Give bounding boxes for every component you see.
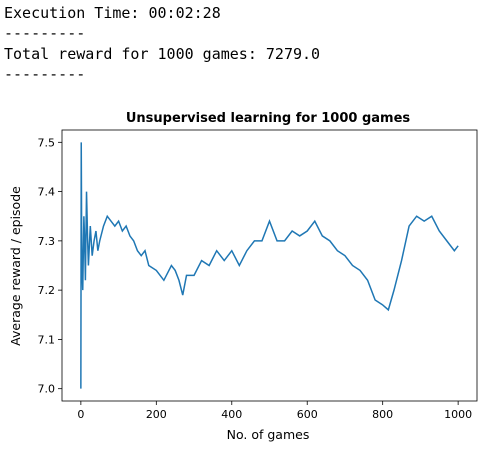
x-tick-label: 200 bbox=[146, 408, 167, 421]
output-line: --------- bbox=[4, 24, 85, 42]
x-tick-label: 0 bbox=[77, 408, 84, 421]
output-line: --------- bbox=[4, 65, 85, 83]
data-line bbox=[80, 142, 459, 389]
y-tick-label: 7.4 bbox=[38, 186, 56, 199]
output-line: Total reward for 1000 games: 7279.0 bbox=[4, 45, 320, 63]
x-tick-label: 1000 bbox=[444, 408, 472, 421]
x-tick-label: 800 bbox=[372, 408, 393, 421]
plot-frame bbox=[61, 129, 478, 402]
output-line: Execution Time: 00:02:28 bbox=[4, 4, 221, 22]
y-tick-label: 7.0 bbox=[38, 383, 56, 396]
x-tick-label: 400 bbox=[221, 408, 242, 421]
y-axis-label: Average reward / episode bbox=[8, 186, 23, 346]
chart-title: Unsupervised learning for 1000 games bbox=[126, 111, 411, 126]
x-axis-label: No. of games bbox=[227, 427, 310, 442]
y-tick-label: 7.3 bbox=[38, 235, 56, 248]
y-tick-label: 7.2 bbox=[38, 284, 56, 297]
x-tick-label: 600 bbox=[297, 408, 318, 421]
y-tick-label: 7.1 bbox=[38, 333, 56, 346]
y-tick-label: 7.5 bbox=[38, 136, 56, 149]
